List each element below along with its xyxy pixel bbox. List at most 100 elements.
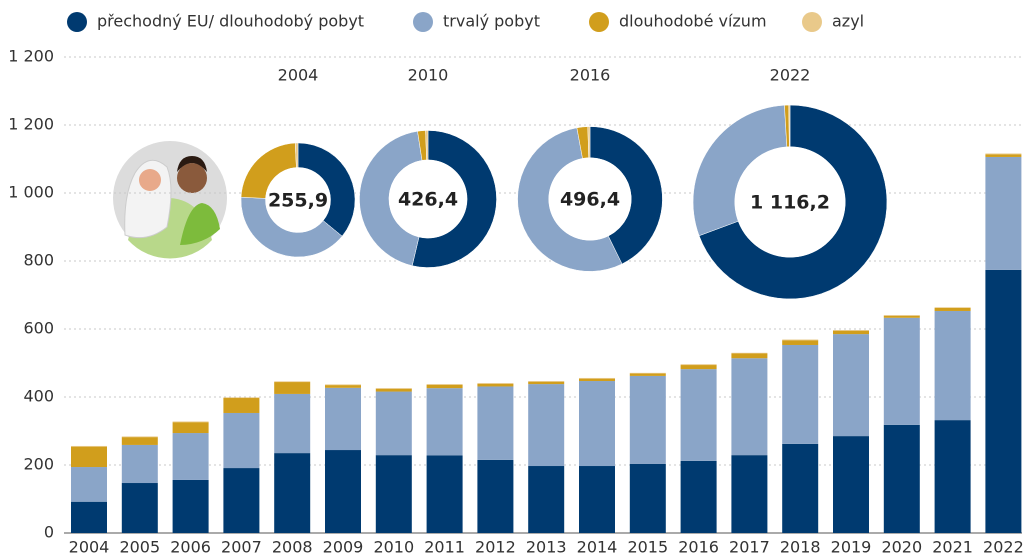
illustration — [113, 141, 227, 258]
y-tick-label: 800 — [23, 251, 54, 270]
bar-segment — [122, 483, 158, 533]
y-tick-label: 600 — [23, 319, 54, 338]
x-tick-label: 2010 — [373, 538, 414, 557]
bar-segment — [782, 340, 818, 345]
bar-segment — [884, 318, 920, 425]
bar-segment — [223, 397, 259, 398]
donut-year: 2004 — [278, 66, 319, 85]
y-tick-label: 1 200 — [8, 115, 54, 134]
x-tick-label: 2012 — [475, 538, 516, 557]
legend-label: azyl — [832, 12, 864, 31]
bar-segment — [630, 374, 666, 376]
bar-segment — [579, 378, 615, 379]
bar-segment — [731, 358, 767, 455]
x-tick-label: 2013 — [526, 538, 567, 557]
x-tick-label: 2022 — [983, 538, 1024, 557]
bar-segment — [884, 315, 920, 316]
bar-segment — [376, 388, 412, 389]
legend-marker — [802, 12, 822, 32]
y-tick-label: 0 — [44, 523, 54, 542]
bar-segment — [173, 422, 209, 433]
bar-segment — [630, 376, 666, 464]
y-tick-label: 1 200 — [8, 47, 54, 66]
bar-segment — [122, 436, 158, 437]
y-tick-label: 400 — [23, 387, 54, 406]
bar-segment — [579, 466, 615, 533]
bar-segment — [579, 381, 615, 466]
donut-year: 2022 — [770, 66, 811, 85]
bar-segment — [223, 398, 259, 413]
bar-segment — [427, 384, 463, 385]
legend-marker — [413, 12, 433, 32]
bar-segment — [274, 453, 310, 533]
legend-marker — [67, 12, 87, 32]
bar-segment — [528, 384, 564, 466]
bar-segment — [833, 436, 869, 533]
bar-segment — [376, 389, 412, 392]
y-tick-label: 1 000 — [8, 183, 54, 202]
bar-segment — [71, 467, 107, 502]
bar-segment — [274, 382, 310, 394]
bar-segment — [681, 369, 717, 461]
bar-segment — [376, 392, 412, 456]
bar-segment — [71, 447, 107, 467]
x-tick-label: 2021 — [932, 538, 973, 557]
x-tick-label: 2004 — [69, 538, 110, 557]
bar-segment — [528, 381, 564, 382]
bar-segment — [325, 450, 361, 533]
bar-segment — [833, 334, 869, 436]
bar-segment — [477, 460, 513, 533]
bar-segment — [427, 388, 463, 455]
bar-segment — [731, 353, 767, 354]
x-tick-label: 2016 — [678, 538, 719, 557]
bar-segment — [884, 425, 920, 533]
bar-segment — [935, 308, 971, 311]
bar-segment — [223, 468, 259, 533]
bar-segment — [782, 444, 818, 533]
bar-segment — [274, 381, 310, 382]
bar-segment — [376, 455, 412, 533]
x-tick-label: 2006 — [170, 538, 211, 557]
bar-segment — [173, 421, 209, 422]
x-tick-label: 2020 — [881, 538, 922, 557]
bar-segment — [782, 345, 818, 444]
bar-segment — [985, 153, 1021, 154]
donut-year: 2016 — [570, 66, 611, 85]
legend-label: přechodný EU/ dlouhodobý pobyt — [97, 12, 364, 31]
x-tick-label: 2019 — [831, 538, 872, 557]
legend-label: trvalý pobyt — [443, 12, 540, 31]
legend-marker — [589, 12, 609, 32]
bar-segment — [630, 464, 666, 533]
donut-total-label: 1 116,2 — [750, 192, 830, 214]
x-tick-label: 2009 — [323, 538, 364, 557]
bar-segment — [173, 480, 209, 533]
x-tick-label: 2018 — [780, 538, 821, 557]
bar-segment — [579, 379, 615, 381]
bar-segment — [427, 455, 463, 533]
bar-segment — [427, 385, 463, 388]
x-tick-label: 2008 — [272, 538, 313, 557]
x-tick-label: 2017 — [729, 538, 770, 557]
bar-segment — [477, 384, 513, 387]
bar-segment — [782, 340, 818, 341]
x-tick-label: 2011 — [424, 538, 465, 557]
donut-total-label: 426,4 — [398, 189, 458, 211]
bar-segment — [731, 353, 767, 358]
bar-segment — [935, 311, 971, 420]
bar-segment — [477, 386, 513, 459]
bar-segment — [833, 330, 869, 331]
bar-segment — [681, 461, 717, 533]
bar-segment — [985, 154, 1021, 157]
chart: 02004006008001 0001 2001 200přechodný EU… — [0, 0, 1024, 556]
bar-segment — [935, 307, 971, 308]
bar-segment — [477, 383, 513, 384]
donut-year: 2010 — [408, 66, 449, 85]
bar-segment — [528, 382, 564, 384]
bar-segment — [630, 373, 666, 374]
bar-segment — [173, 433, 209, 480]
x-tick-label: 2015 — [627, 538, 668, 557]
bar-segment — [731, 455, 767, 533]
bar-segment — [985, 157, 1021, 270]
bar-segment — [71, 446, 107, 447]
x-tick-label: 2014 — [577, 538, 618, 557]
